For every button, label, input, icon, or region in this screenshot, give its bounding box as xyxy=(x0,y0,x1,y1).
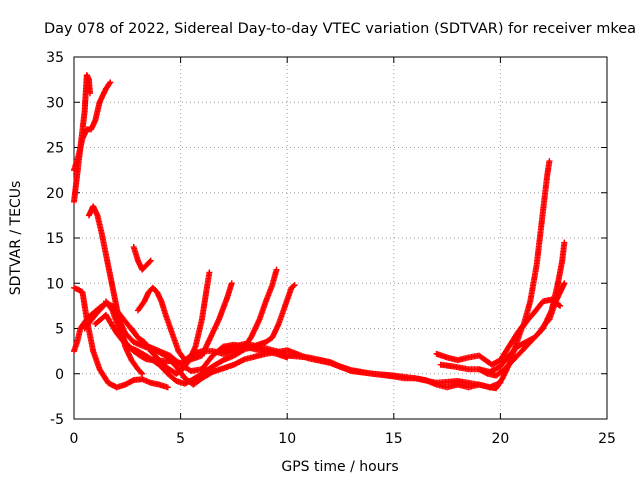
axis-ticks: 0 5 10 15 20 25 -5 0 5 10 15 20 25 30 35 xyxy=(46,50,616,447)
y-axis-label: SDTVAR / TECUs xyxy=(8,181,24,296)
y-tick-label: 30 xyxy=(46,95,64,111)
data-point xyxy=(561,239,568,246)
series-arc-b xyxy=(71,79,114,174)
x-tick-label: 10 xyxy=(278,431,296,447)
y-tick-label: 5 xyxy=(55,322,64,338)
data-point xyxy=(273,266,280,273)
data-point xyxy=(206,269,213,276)
data-point xyxy=(546,158,553,165)
chart-title: Day 078 of 2022, Sidereal Day-to-day VTE… xyxy=(44,21,636,37)
x-tick-label: 20 xyxy=(491,431,509,447)
data-point xyxy=(164,384,171,391)
series-arc-j xyxy=(130,244,154,273)
data-point xyxy=(146,258,153,265)
series-arc-i xyxy=(102,280,235,366)
data-point xyxy=(284,354,291,361)
data-point xyxy=(139,370,146,377)
y-tick-label: 15 xyxy=(46,231,64,247)
y-tick-label: 10 xyxy=(46,276,64,292)
data-point xyxy=(291,282,298,289)
series-arc-m xyxy=(433,158,553,368)
x-axis-label: GPS time / hours xyxy=(281,459,398,475)
y-tick-label: -5 xyxy=(50,412,64,428)
x-tick-label: 5 xyxy=(176,431,185,447)
data-point xyxy=(557,302,564,309)
x-tick-label: 0 xyxy=(70,431,79,447)
data-point xyxy=(106,80,113,87)
y-tick-label: 25 xyxy=(46,141,64,157)
data-point xyxy=(138,369,145,376)
data-point xyxy=(86,90,93,97)
data-point xyxy=(561,280,568,287)
data-point xyxy=(290,282,297,289)
data-layer xyxy=(71,72,568,392)
series-arc-d xyxy=(71,284,171,391)
y-tick-label: 0 xyxy=(55,367,64,383)
y-tick-label: 35 xyxy=(46,50,64,66)
series-arc-l xyxy=(220,282,298,355)
data-point xyxy=(142,355,149,362)
x-tick-label: 25 xyxy=(598,431,616,447)
data-point xyxy=(497,379,504,386)
data-point xyxy=(107,79,114,86)
x-tick-label: 15 xyxy=(385,431,403,447)
grid xyxy=(74,57,607,419)
data-point xyxy=(147,257,154,264)
series-arc-o xyxy=(476,280,568,379)
series-arc-k xyxy=(134,266,280,364)
data-point xyxy=(228,280,235,287)
y-tick-label: 20 xyxy=(46,186,64,202)
